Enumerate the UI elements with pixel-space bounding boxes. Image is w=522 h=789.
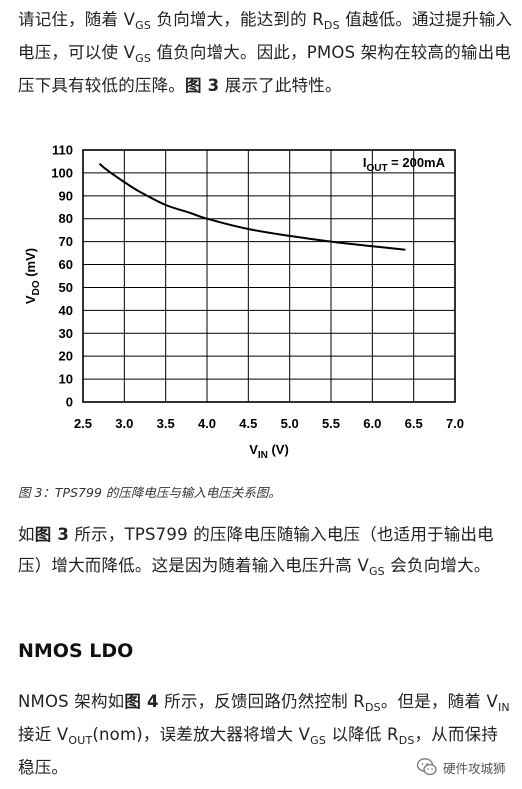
figure-ref: 图 4 <box>124 692 159 711</box>
subscript: DS <box>364 701 381 714</box>
y-tick-label: 80 <box>59 211 73 226</box>
explanation-paragraph: 如图 3 所示，TPS799 的压降电压随输入电压（也适用于输出电压）增大而降低… <box>18 519 514 583</box>
plot-frame <box>82 149 456 403</box>
y-tick-label: 110 <box>52 143 73 158</box>
text-run: 所示，反馈回路仍然控制 R <box>158 692 365 711</box>
text-run: 。但是，随着 V <box>380 692 498 711</box>
y-axis-label: VDO (mV) <box>23 248 42 304</box>
x-tick-label: 3.0 <box>115 416 133 431</box>
x-tick-labels: 2.5 3.0 3.5 4.0 4.5 5.0 5.5 6.0 6.5 7.0 <box>74 416 464 431</box>
figure-ref: 图 3 <box>185 76 220 95</box>
y-tick-label: 40 <box>59 303 73 318</box>
subscript: DS <box>323 19 340 32</box>
text-run: (nom)，误差放大器将增大 V <box>92 725 311 744</box>
y-tick-label: 30 <box>59 326 73 341</box>
y-tick-label: 90 <box>59 188 73 203</box>
watermark: 硬件攻城狮 <box>416 754 506 780</box>
x-tick-label: 6.0 <box>363 416 381 431</box>
text-run: 负向增大，能达到的 R <box>151 10 324 29</box>
text-run: 会负向增大。 <box>384 556 491 575</box>
x-tick-label: 3.5 <box>157 416 175 431</box>
text-run: 接近 V <box>18 725 69 744</box>
figure-caption: 图 3：TPS799 的压降电压与输入电压关系图。 <box>18 485 281 500</box>
chart-annotation: IOUT = 200mA <box>363 155 446 174</box>
watermark-text: 硬件攻城狮 <box>443 760 506 776</box>
y-tick-labels: 0 10 20 30 40 50 60 70 80 90 100 110 <box>51 143 73 410</box>
text-run: ，从而保持稳压。 <box>18 725 499 777</box>
chart-grid <box>82 149 456 403</box>
text-run: 请记住，随着 V <box>18 10 136 29</box>
y-tick-label: 10 <box>59 372 73 387</box>
x-tick-label: 4.5 <box>239 416 257 431</box>
y-tick-label: 60 <box>59 257 73 272</box>
text-run: NMOS 架构如 <box>18 692 125 711</box>
x-axis-label: VIN (V) <box>249 442 289 461</box>
dropout-voltage-chart: 0 10 20 30 40 50 60 70 80 90 100 110 2.5 3.0 3.5 4.0 4.… <box>23 143 464 462</box>
subscript: GS <box>310 734 327 747</box>
x-tick-label: 5.0 <box>281 416 299 431</box>
series-points <box>99 164 405 250</box>
subscript: DS <box>398 734 415 747</box>
nmos-paragraph: NMOS 架构如图 4 所示，反馈回路仍然控制 RDS。但是，随着 VIN 接近… <box>18 686 514 783</box>
subscript: GS <box>135 19 152 32</box>
intro-paragraph: 请记住，随着 VGS 负向增大，能达到的 RDS 值越低。通过提升输入电压，可以… <box>18 4 514 101</box>
subscript: OUT <box>68 734 93 747</box>
x-tick-label: 2.5 <box>74 416 92 431</box>
series-line <box>98 162 406 251</box>
text-run: 如 <box>18 525 35 544</box>
figure-ref: 图 3 <box>34 525 70 544</box>
y-tick-label: 70 <box>59 234 73 249</box>
section-heading: NMOS LDO <box>18 640 134 662</box>
text-run: 值越低。通过提升输入电压，可以使 V <box>18 10 513 62</box>
y-tick-label: 20 <box>59 349 73 364</box>
y-tick-label: 50 <box>59 280 73 295</box>
subscript: GS <box>368 565 385 578</box>
text-run: 所示，TPS799 的压降电压随输入电压（也适用于输出电压）增大而降低。这是因为… <box>18 525 494 575</box>
x-tick-label: 5.5 <box>322 416 340 431</box>
x-tick-label: 7.0 <box>446 416 464 431</box>
y-tick-label: 0 <box>66 395 73 410</box>
subscript: IN <box>497 701 510 714</box>
wechat-icon <box>416 758 437 776</box>
y-tick-label: 100 <box>51 165 73 180</box>
subscript: GS <box>135 52 152 65</box>
text-run: 展示了此特性。 <box>219 76 342 95</box>
text-run: 值负向增大。因此，PMOS 架构在较高的输出电压下具有较低的压降。 <box>18 43 511 95</box>
x-tick-label: 6.5 <box>405 416 423 431</box>
text-run: 以降低 R <box>326 725 399 744</box>
x-tick-label: 4.0 <box>198 416 216 431</box>
